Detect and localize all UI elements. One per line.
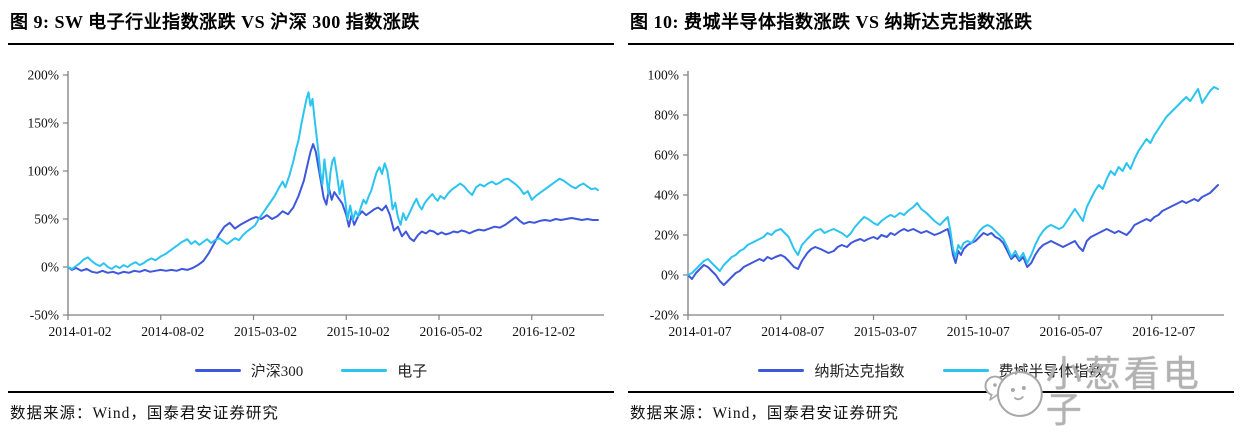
y-tick-label: 50% xyxy=(34,212,59,227)
x-tick-label: 2016-12-02 xyxy=(512,324,575,339)
y-tick-label: 20% xyxy=(654,228,679,243)
figure-9-title: 图 9: SW 电子行业指数涨跌 VS 沪深 300 指数涨跌 xyxy=(8,0,614,45)
figure-9-source: 数据来源：Wind，国泰君安证券研究 xyxy=(10,405,279,422)
y-tick-label: 80% xyxy=(654,108,679,123)
legend-item-nasdaq: 纳斯达克指数 xyxy=(758,360,905,381)
figure-10-source: 数据来源：Wind，国泰君安证券研究 xyxy=(630,405,899,422)
figure-10-panel: 图 10: 费城半导体指数涨跌 VS 纳斯达克指数涨跌 100% 80% 60% 40… xyxy=(628,0,1234,423)
y-tick-label: 0% xyxy=(661,268,679,283)
nasdaq-line-swatch xyxy=(758,368,805,372)
figure-10-source-divider xyxy=(628,391,1234,393)
legend-item-electronics: 电子 xyxy=(341,360,427,381)
figure-9-source-divider xyxy=(8,391,614,393)
沪深300-series-line xyxy=(67,143,599,275)
figure-9-panel: 图 9: SW 电子行业指数涨跌 VS 沪深 300 指数涨跌 200% 150%… xyxy=(8,0,614,423)
legend-item-hs300: 沪深300 xyxy=(194,360,304,381)
y-tick-label: 100% xyxy=(648,68,680,83)
figure-9-legend: 沪深300 电子 xyxy=(8,355,614,385)
electronics-legend-label: 电子 xyxy=(397,363,428,380)
y-tick-label: 150% xyxy=(28,116,60,131)
sox-line-swatch xyxy=(942,368,989,372)
x-tick-label: 2015-10-07 xyxy=(947,324,1010,339)
hs300-legend-label: 沪深300 xyxy=(250,363,304,380)
watermark: 小葱看电子 xyxy=(982,356,1240,428)
watermark-text: 小葱看电子 xyxy=(1045,353,1202,430)
y-tick-label: -20% xyxy=(650,308,679,323)
x-tick-label: 2015-03-02 xyxy=(234,324,297,339)
figure-9-line-chart: 200% 150% 100% 50% 0% -50%2014-01-02 2014-08-0… xyxy=(28,68,604,339)
hs300-line-swatch xyxy=(194,368,241,372)
x-tick-label: 2014-01-07 xyxy=(669,324,732,339)
纳斯达克指数-series-line xyxy=(687,184,1219,286)
电子-series-line xyxy=(67,91,599,270)
y-tick-label: 0% xyxy=(41,260,59,275)
y-tick-label: 60% xyxy=(654,148,679,163)
y-tick-label: 200% xyxy=(28,68,60,83)
x-tick-label: 2016-12-07 xyxy=(1132,324,1195,339)
y-tick-label: 40% xyxy=(654,188,679,203)
x-tick-label: 2014-08-02 xyxy=(141,324,204,339)
figure-10-title: 图 10: 费城半导体指数涨跌 VS 纳斯达克指数涨跌 xyxy=(628,0,1234,45)
x-tick-label: 2016-05-02 xyxy=(420,324,483,339)
electronics-line-swatch xyxy=(341,368,388,372)
x-tick-label: 2016-05-07 xyxy=(1040,324,1103,339)
y-tick-label: 100% xyxy=(28,164,60,179)
nasdaq-legend-label: 纳斯达克指数 xyxy=(814,363,905,380)
x-tick-label: 2015-10-02 xyxy=(327,324,390,339)
figure-10-line-chart: 100% 80% 60% 40% 20% 0% -20%2014-01-07 2014-08-… xyxy=(648,68,1224,339)
x-tick-label: 2014-08-07 xyxy=(761,324,824,339)
费城半导体指数-series-line xyxy=(687,86,1219,276)
y-tick-label: -50% xyxy=(30,308,59,323)
x-tick-label: 2015-03-07 xyxy=(854,324,917,339)
x-tick-label: 2014-01-02 xyxy=(49,324,112,339)
onion-chat-bubble-icon xyxy=(984,366,1043,417)
